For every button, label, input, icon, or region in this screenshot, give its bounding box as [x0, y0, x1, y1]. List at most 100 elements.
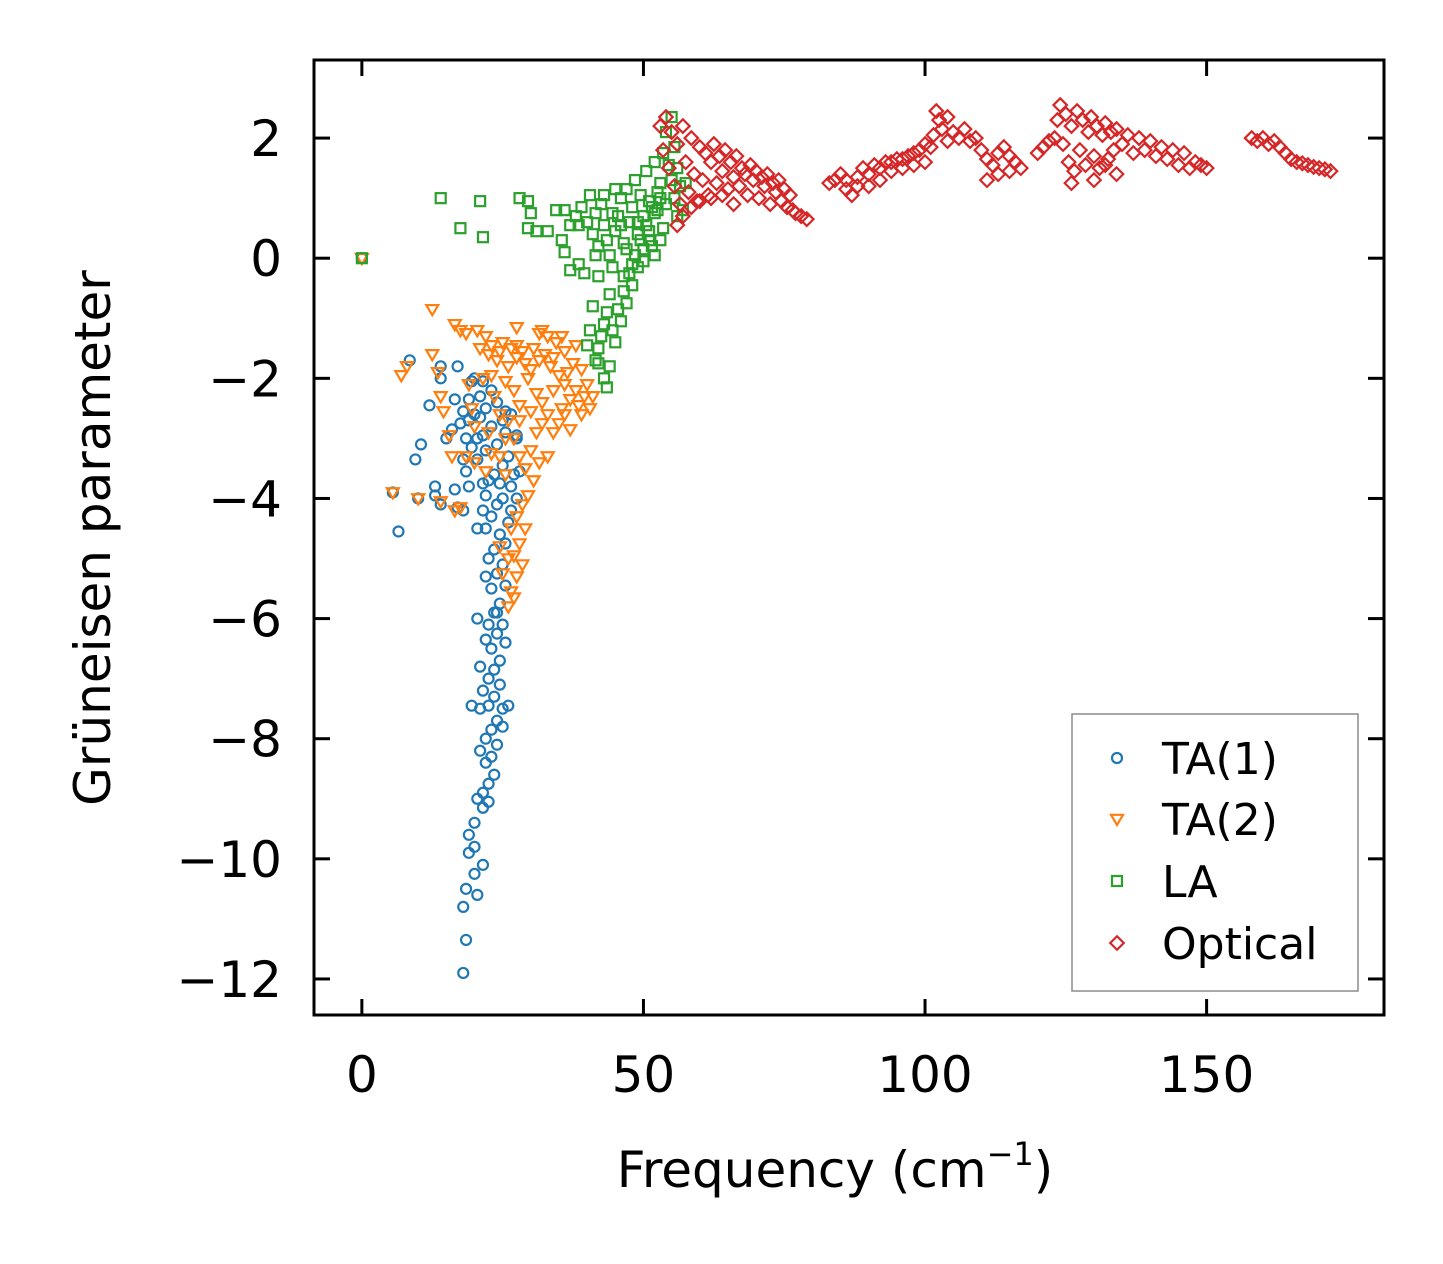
data-point [522, 445, 539, 459]
data-point [510, 492, 523, 505]
data-point [479, 732, 492, 745]
data-point [956, 120, 973, 138]
x-axis-title-close: ) [1034, 1141, 1054, 1199]
data-point [485, 420, 498, 433]
data-point [514, 499, 531, 513]
data-point [531, 355, 548, 369]
legend-marker [1110, 751, 1124, 765]
data-point [595, 330, 608, 343]
data-point [429, 367, 446, 381]
data-point [496, 720, 509, 733]
data-point [520, 373, 536, 387]
data-point [476, 231, 490, 244]
data-point [927, 102, 945, 120]
y-tick-label: −2 [208, 350, 282, 408]
data-point [623, 216, 636, 229]
data-point [826, 171, 844, 189]
data-point [499, 426, 512, 439]
data-point [511, 400, 528, 414]
data-point [435, 406, 452, 420]
data-point [476, 504, 490, 517]
data-point [458, 327, 474, 342]
data-point [617, 270, 630, 283]
data-point [1108, 165, 1125, 183]
series-ta2 [353, 252, 601, 615]
data-point [572, 219, 585, 232]
data-point [597, 189, 611, 202]
data-point [531, 457, 548, 471]
data-point [434, 192, 447, 205]
data-point [603, 288, 616, 301]
data-point [452, 502, 469, 516]
data-point [460, 379, 477, 393]
data-point [491, 409, 508, 423]
legend-marker [1108, 934, 1126, 952]
data-point [753, 168, 771, 186]
data-point [871, 171, 889, 189]
data-point [491, 346, 508, 360]
data-point [539, 451, 556, 465]
data-point [482, 672, 495, 685]
data-point [660, 159, 678, 177]
data-point [517, 523, 534, 537]
data-point [505, 592, 522, 606]
data-point [525, 343, 542, 357]
data-point [651, 186, 664, 199]
data-point [603, 360, 616, 373]
data-point [384, 487, 401, 501]
data-point [1130, 129, 1148, 147]
data-point [479, 633, 492, 646]
x-tick-label: 150 [1159, 1046, 1254, 1104]
data-point [600, 381, 613, 394]
data-point [474, 195, 487, 208]
data-point [428, 489, 442, 502]
data-point [579, 379, 596, 393]
data-point [355, 252, 368, 265]
data-point [1091, 159, 1108, 177]
data-point [517, 463, 534, 477]
data-point [1322, 162, 1339, 180]
data-point [1248, 132, 1266, 150]
data-point [434, 360, 447, 373]
data-point [725, 195, 742, 213]
data-point [489, 355, 505, 369]
data-point [1316, 161, 1334, 178]
data-point [640, 219, 653, 232]
data-point [781, 186, 799, 204]
data-point [409, 453, 422, 466]
data-point [648, 156, 661, 169]
data-point [894, 150, 911, 168]
data-point [485, 510, 498, 523]
data-point [482, 552, 495, 565]
data-point [559, 367, 576, 381]
data-point [849, 177, 866, 195]
data-point [674, 117, 692, 135]
data-point [551, 418, 567, 432]
x-tick-label: 0 [346, 1046, 378, 1104]
data-point [477, 330, 494, 345]
data-point [562, 424, 579, 438]
data-point [505, 550, 522, 564]
data-point [490, 606, 504, 619]
data-point [631, 216, 644, 229]
data-point [511, 451, 528, 465]
data-point [930, 111, 948, 129]
data-point [576, 391, 593, 405]
data-point [479, 522, 492, 535]
data-point [499, 579, 512, 592]
data-point [488, 663, 501, 676]
data-point [713, 162, 731, 180]
data-point [424, 303, 441, 318]
y-tick-label: −8 [208, 711, 282, 769]
data-point [570, 400, 587, 414]
data-point [1085, 147, 1103, 165]
data-point [463, 403, 480, 417]
data-point [668, 140, 681, 154]
data-point [722, 153, 740, 171]
data-point [448, 483, 461, 496]
data-point [505, 433, 522, 447]
y-tick-label: 0 [250, 230, 282, 288]
data-point [939, 132, 956, 150]
data-point [508, 571, 525, 585]
